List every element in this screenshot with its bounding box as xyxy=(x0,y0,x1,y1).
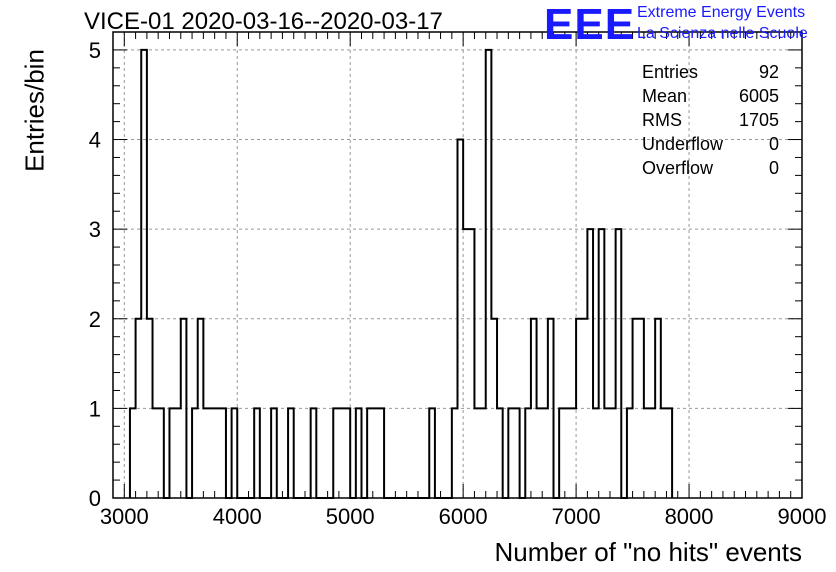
stats-row-entries: Entries 92 xyxy=(642,60,779,84)
stats-label: Entries xyxy=(642,62,699,82)
logo-line-1: Extreme Energy Events xyxy=(637,4,806,21)
x-tick-label: 8000 xyxy=(665,504,714,529)
histogram-bin xyxy=(209,408,215,498)
histogram-bin xyxy=(175,408,181,498)
stats-label: Overflow xyxy=(642,158,714,178)
y-tick-label: 2 xyxy=(89,307,101,332)
stats-label: Underflow xyxy=(642,134,724,154)
stats-value: 1705 xyxy=(738,110,779,130)
histogram-bin xyxy=(582,319,588,498)
histogram-bin xyxy=(537,408,543,498)
histogram-bin xyxy=(215,408,221,498)
histogram-bin xyxy=(542,408,548,498)
y-tick-label: 3 xyxy=(89,217,101,242)
tick-labels: 3000 4000 5000 6000 7000 8000 9000 0 1 2 3 4 5 xyxy=(89,38,827,529)
y-tick-label: 1 xyxy=(89,396,101,421)
histogram-bin xyxy=(203,408,209,498)
stats-value: 92 xyxy=(758,62,779,82)
x-tick-label: 7000 xyxy=(552,504,601,529)
x-tick-label: 3000 xyxy=(100,504,149,529)
x-tick-label: 5000 xyxy=(326,504,375,529)
stats-row-underflow: Underflow 0 xyxy=(642,132,779,156)
stats-value: 0 xyxy=(768,134,779,154)
axis-ticks xyxy=(113,32,803,499)
histogram-bin xyxy=(650,408,656,498)
histogram-bin xyxy=(474,408,480,498)
chart-title: VICE-01 2020-03-16--2020-03-17 xyxy=(84,8,443,35)
x-tick-label: 9000 xyxy=(778,504,827,529)
histogram-bin xyxy=(480,408,486,498)
stats-row-overflow: Overflow 0 xyxy=(642,156,779,180)
histogram-series xyxy=(128,48,674,499)
histogram-bin xyxy=(570,408,576,498)
histogram-bin xyxy=(610,408,616,498)
logo-line-2: La Scienza nelle Scuole xyxy=(637,25,808,42)
x-tick-label: 6000 xyxy=(439,504,488,529)
histogram-bin xyxy=(565,408,571,498)
histogram-bin xyxy=(593,408,599,498)
stats-value: 0 xyxy=(768,158,779,178)
x-axis-label: Number of "no hits" events xyxy=(494,537,803,567)
y-tick-label: 5 xyxy=(89,38,101,63)
x-tick-label: 4000 xyxy=(213,504,262,529)
stats-row-rms: RMS 1705 xyxy=(642,108,779,132)
eee-logo: EEE xyxy=(544,0,636,49)
stats-value: 6005 xyxy=(738,86,779,106)
histogram-bin xyxy=(604,408,610,498)
histogram-bin xyxy=(644,408,650,498)
y-axis-label: Entries/bin xyxy=(19,49,50,172)
stats-label: RMS xyxy=(642,110,682,130)
histogram-bin xyxy=(661,408,667,498)
histogram-bin xyxy=(153,408,159,498)
histogram-bin xyxy=(339,408,345,498)
histogram-bin xyxy=(463,229,469,498)
stats-box: Entries 92 Mean 6005 RMS 1705 Underflow … xyxy=(642,60,779,180)
y-tick-label: 0 xyxy=(89,486,101,511)
stats-row-mean: Mean 6005 xyxy=(642,84,779,108)
y-tick-label: 4 xyxy=(89,128,101,153)
stats-label: Mean xyxy=(642,86,688,106)
histogram-bin xyxy=(373,408,379,498)
